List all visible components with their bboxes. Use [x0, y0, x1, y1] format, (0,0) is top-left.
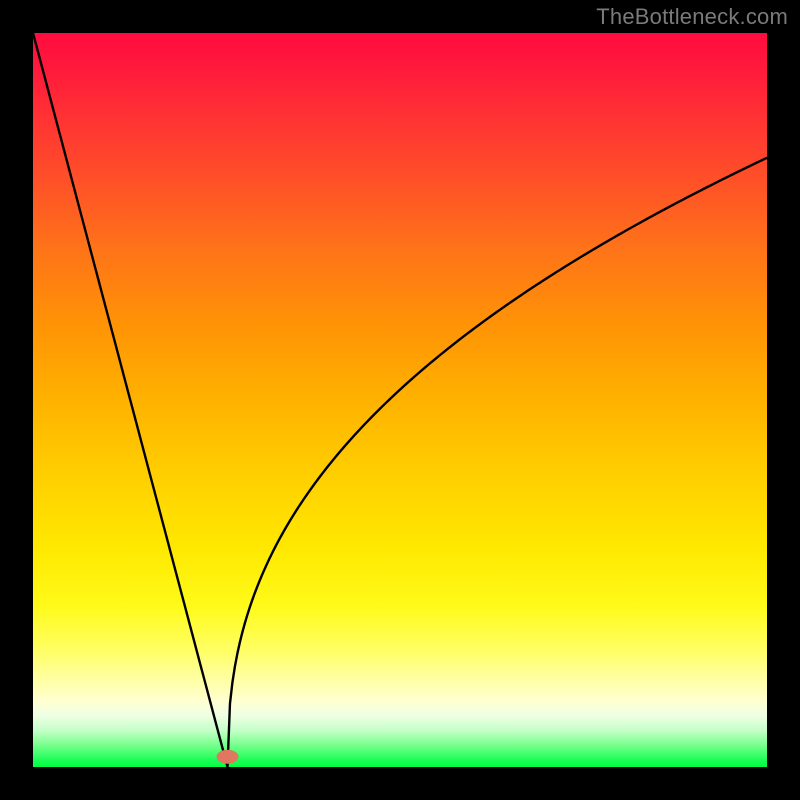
watermark-text: TheBottleneck.com: [596, 4, 788, 30]
chart-gradient-bg: [33, 33, 767, 767]
valley-marker: [217, 750, 239, 764]
bottleneck-chart: [0, 0, 800, 800]
